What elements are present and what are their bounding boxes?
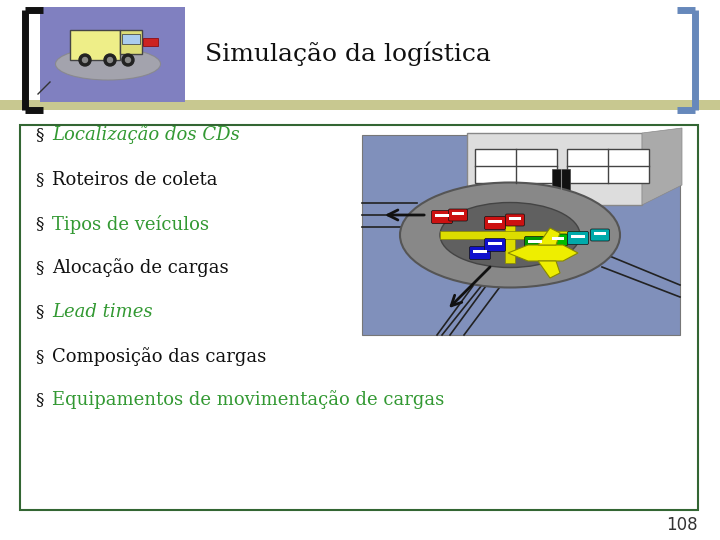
Bar (594, 232, 606, 235)
Polygon shape (505, 215, 515, 263)
Bar (473, 250, 487, 253)
Bar (552, 169, 570, 205)
Bar (362, 135, 680, 335)
Circle shape (83, 57, 88, 63)
Bar (435, 214, 449, 217)
FancyBboxPatch shape (485, 217, 505, 230)
Text: §: § (35, 392, 43, 408)
FancyBboxPatch shape (449, 209, 467, 221)
Bar (567, 149, 649, 183)
Bar (440, 231, 580, 239)
Bar (467, 133, 642, 205)
Polygon shape (508, 245, 578, 261)
Circle shape (107, 57, 112, 63)
Bar (40, 7, 185, 102)
Bar (528, 240, 542, 243)
Ellipse shape (400, 183, 620, 287)
Bar (488, 220, 502, 223)
Bar (70, 30, 120, 60)
Bar (143, 38, 158, 46)
Text: §: § (35, 172, 43, 188)
FancyBboxPatch shape (20, 125, 698, 510)
Circle shape (104, 54, 116, 66)
Circle shape (122, 54, 134, 66)
FancyBboxPatch shape (549, 234, 567, 246)
Bar (509, 217, 521, 220)
Bar (120, 30, 142, 54)
Text: Simulação da logística: Simulação da logística (205, 42, 491, 66)
Bar (452, 212, 464, 215)
Polygon shape (538, 228, 560, 245)
Text: Alocação de cargas: Alocação de cargas (52, 259, 229, 278)
Circle shape (79, 54, 91, 66)
Bar (122, 34, 140, 44)
Polygon shape (538, 261, 560, 278)
Bar (552, 237, 564, 240)
Text: Tipos de veículos: Tipos de veículos (52, 214, 209, 233)
Text: Roteiros de coleta: Roteiros de coleta (52, 171, 217, 189)
FancyBboxPatch shape (567, 232, 588, 245)
Bar (571, 235, 585, 238)
Text: 108: 108 (667, 516, 698, 534)
Text: Localização dos CDs: Localização dos CDs (52, 125, 240, 145)
FancyBboxPatch shape (505, 214, 524, 226)
Text: Equipamentos de movimentação de cargas: Equipamentos de movimentação de cargas (52, 390, 444, 409)
Ellipse shape (440, 202, 580, 267)
Bar (0, 100, 720, 110)
Bar (475, 149, 557, 183)
Text: §: § (35, 348, 43, 366)
Ellipse shape (55, 48, 161, 80)
Text: §: § (35, 260, 43, 276)
Text: Lead times: Lead times (52, 303, 153, 321)
FancyBboxPatch shape (431, 211, 452, 224)
Text: §: § (35, 303, 43, 321)
Circle shape (125, 57, 130, 63)
FancyBboxPatch shape (524, 237, 546, 249)
FancyBboxPatch shape (485, 239, 505, 252)
FancyBboxPatch shape (590, 229, 610, 241)
Bar (488, 242, 502, 245)
Polygon shape (642, 128, 682, 205)
Text: §: § (35, 215, 43, 233)
Text: Composição das cargas: Composição das cargas (52, 348, 266, 367)
FancyBboxPatch shape (469, 246, 490, 260)
Text: §: § (35, 126, 43, 144)
